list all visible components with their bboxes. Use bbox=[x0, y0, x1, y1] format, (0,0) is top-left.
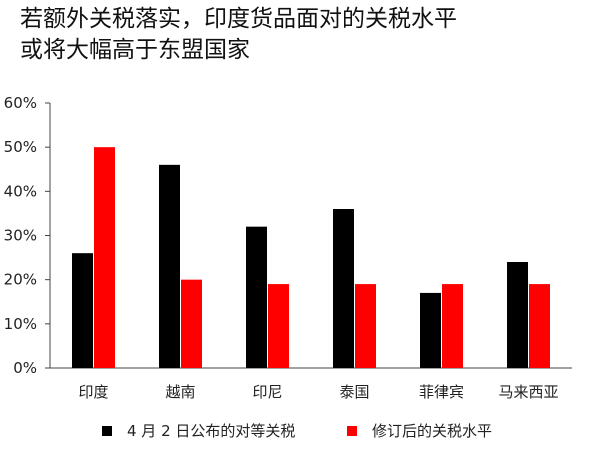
x-category-label: 菲律宾 bbox=[419, 383, 464, 401]
bars bbox=[72, 147, 550, 368]
bar-reciprocal-tariff bbox=[72, 253, 93, 368]
bar-revised-tariff bbox=[181, 279, 202, 368]
legend-swatch-red bbox=[347, 425, 357, 436]
bar-reciprocal-tariff bbox=[159, 164, 180, 368]
y-tick-label: 60% bbox=[4, 94, 37, 112]
legend-item-series-2: 修订后的关税水平 bbox=[347, 420, 492, 441]
legend-item-series-1: 4 月 2 日公布的对等关税 bbox=[102, 420, 295, 441]
x-category-label: 越南 bbox=[165, 383, 195, 401]
bar-revised-tariff bbox=[529, 284, 550, 368]
y-tick-label: 30% bbox=[4, 227, 37, 245]
legend-swatch-black bbox=[102, 425, 112, 436]
chart-title-line-2: 或将大幅高于东盟国家 bbox=[20, 37, 250, 63]
bar-revised-tariff bbox=[268, 284, 289, 368]
x-category-label: 泰国 bbox=[339, 383, 369, 401]
bar-reciprocal-tariff bbox=[246, 226, 267, 368]
x-category-label: 马来西亚 bbox=[498, 383, 558, 401]
legend-label-series-2: 修订后的关税水平 bbox=[372, 422, 493, 440]
chart-title-line-1: 若额外关税落实，印度货品面对的关税水平 bbox=[20, 6, 457, 32]
bar-revised-tariff bbox=[442, 284, 463, 368]
y-axis: 0% 10% 20% 30% 40% 50% 60% bbox=[4, 94, 51, 377]
bar-revised-tariff bbox=[355, 284, 376, 368]
y-tick-label: 10% bbox=[4, 315, 37, 333]
bar-reciprocal-tariff bbox=[333, 209, 354, 368]
x-category-label: 印度 bbox=[78, 383, 108, 401]
bar-reciprocal-tariff bbox=[507, 262, 528, 368]
y-tick-label: 0% bbox=[13, 359, 37, 377]
bar-revised-tariff bbox=[94, 147, 115, 368]
x-category-label: 印尼 bbox=[252, 383, 282, 401]
bar-reciprocal-tariff bbox=[420, 292, 441, 368]
y-tick-label: 40% bbox=[4, 182, 37, 200]
y-tick-label: 50% bbox=[4, 138, 37, 156]
category-labels: 印度 越南 印尼 泰国 菲律宾 马来西亚 bbox=[78, 383, 558, 401]
chart-title: 若额外关税落实，印度货品面对的关税水平 或将大幅高于东盟国家 bbox=[20, 4, 580, 66]
y-tick-label: 20% bbox=[4, 271, 37, 289]
legend-label-series-1: 4 月 2 日公布的对等关税 bbox=[127, 422, 296, 440]
